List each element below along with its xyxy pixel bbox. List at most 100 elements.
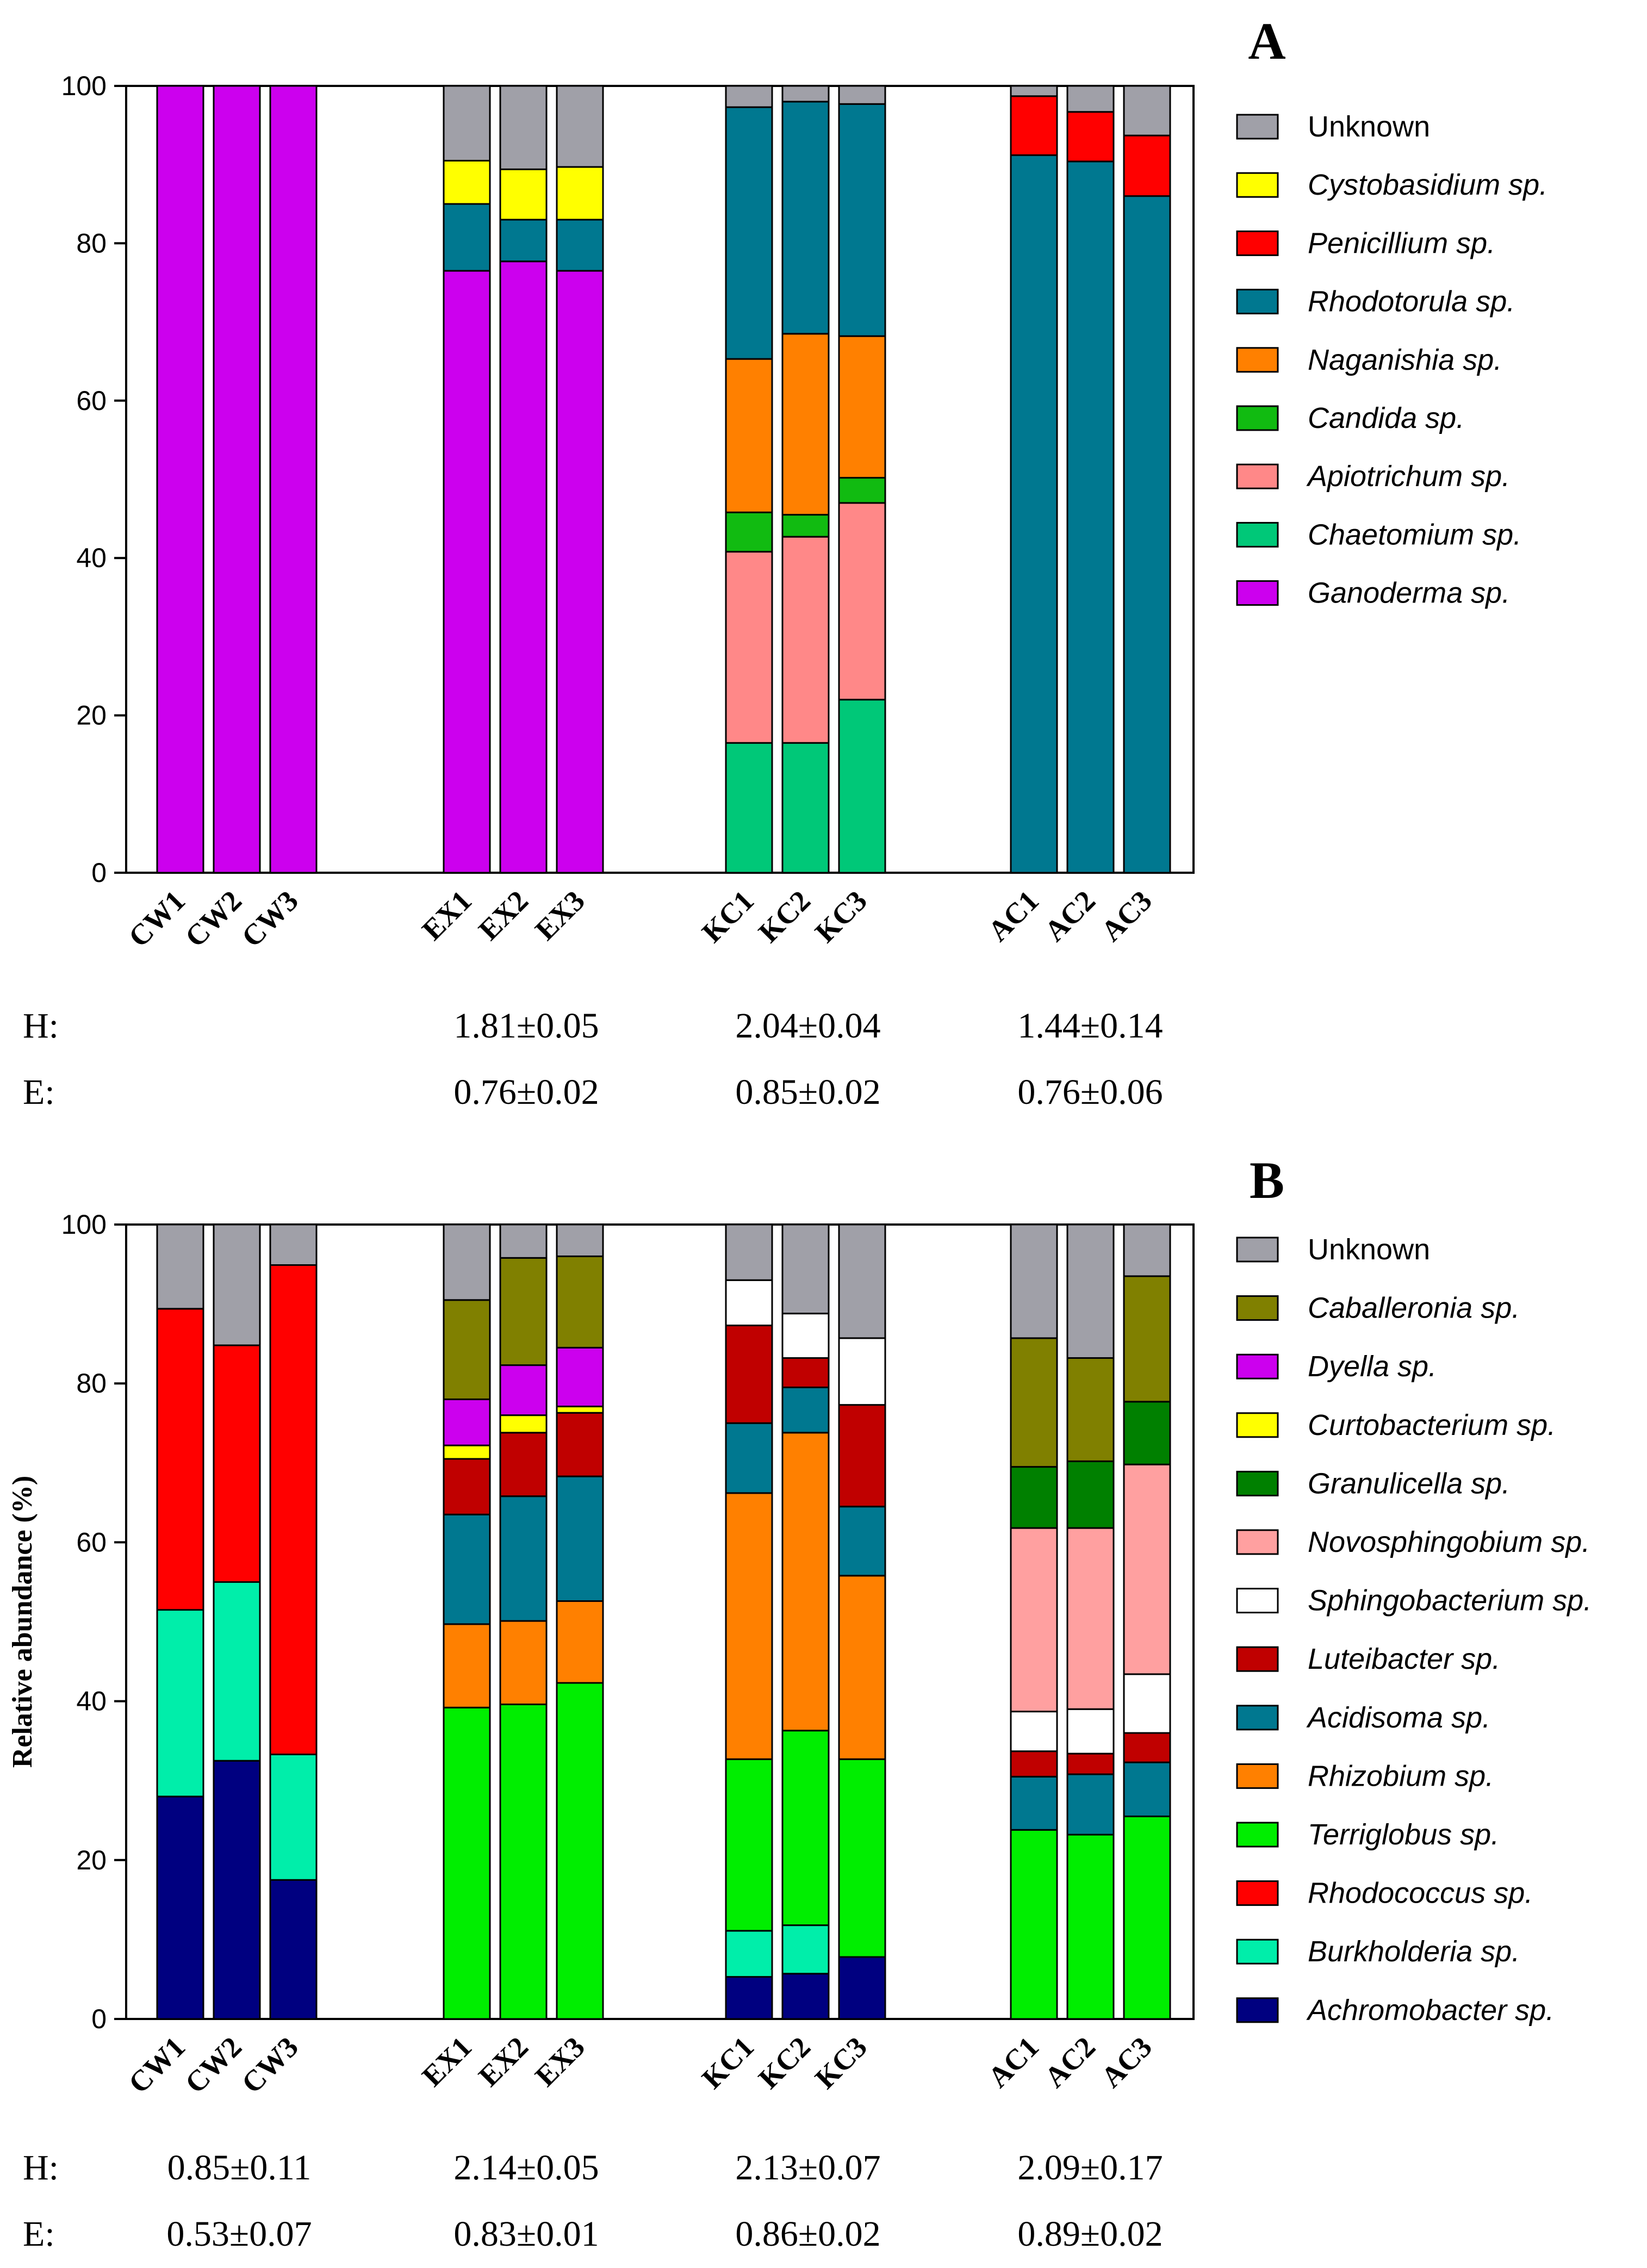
legend-label: Sphingobacterium sp. xyxy=(1308,1585,1592,1617)
legend-swatch xyxy=(1236,1588,1279,1614)
x-tick-label: EX2 xyxy=(472,2030,535,2093)
legend-swatch xyxy=(1236,230,1279,256)
stat-label-h: H: xyxy=(23,1006,59,1046)
bar-segment-ex2-curtobacterium-sp xyxy=(499,1414,548,1434)
bar-segment-ex1-ganoderma-sp xyxy=(443,270,491,874)
x-tick-label: AC3 xyxy=(1095,884,1158,948)
x-tick-label: EX3 xyxy=(529,884,591,947)
bar-segment-ex3-acidisoma-sp xyxy=(556,1475,604,1602)
bar-segment-ex3-terriglobus-sp xyxy=(556,1682,604,2020)
x-tick-label: KC2 xyxy=(752,2030,817,2095)
bar-segment-ac3-granulicella-sp xyxy=(1123,1401,1171,1465)
x-tick-label: KC1 xyxy=(695,884,760,949)
panel-label: B xyxy=(1250,1151,1284,1209)
bar-segment-kc1-rhizobium-sp xyxy=(725,1492,773,1760)
stat-label-e: E: xyxy=(23,2214,55,2254)
bar-segment-ac2-novosphingobium-sp xyxy=(1066,1527,1115,1710)
bar-segment-kc3-achromobacter-sp xyxy=(838,1956,886,2020)
panel-label: A xyxy=(1248,12,1285,70)
bar-segment-kc1-luteibacter-sp xyxy=(725,1325,773,1424)
bar-segment-cw2-ganoderma-sp xyxy=(213,85,261,874)
bar-segment-kc2-candida-sp xyxy=(781,514,830,538)
bar-segment-ac2-caballeronia-sp xyxy=(1066,1357,1115,1462)
bar-segment-ex1-acidisoma-sp xyxy=(443,1513,491,1625)
legend-label: Achromobacter sp. xyxy=(1306,1994,1554,2027)
bar-segment-ex3-dyella-sp xyxy=(556,1346,604,1408)
bar-segment-ex2-dyella-sp xyxy=(499,1364,548,1416)
bar-segment-kc3-unknown xyxy=(838,1223,886,1339)
bar-segment-kc1-apiotrichum-sp xyxy=(725,551,773,744)
bar-segment-ex2-rhodotorula-sp xyxy=(499,219,548,263)
plot-frame xyxy=(125,1223,1195,2020)
bar-segment-kc1-candida-sp xyxy=(725,511,773,553)
bar-segment-kc2-achromobacter-sp xyxy=(781,1973,830,2020)
x-tick-label: AC1 xyxy=(981,884,1045,948)
bar-segment-kc2-luteibacter-sp xyxy=(781,1357,830,1389)
y-axis-label: Relative abundance (%) xyxy=(7,1476,38,1768)
bar-segment-ex2-acidisoma-sp xyxy=(499,1495,548,1622)
stat-label-h: H: xyxy=(23,2148,59,2188)
bar-segment-ac2-sphingobacterium-sp xyxy=(1066,1708,1115,1755)
stat-value-e: 0.86±0.02 xyxy=(735,2214,880,2254)
bar-segment-kc1-unknown xyxy=(725,85,773,108)
bar-segment-ex2-ganoderma-sp xyxy=(499,260,548,874)
legend-label: Unknown xyxy=(1308,1233,1430,1266)
stat-value-h: 2.14±0.05 xyxy=(453,2148,599,2188)
legend-swatch xyxy=(1236,1822,1279,1848)
legend-swatch xyxy=(1236,1646,1279,1672)
bar-segment-ex1-rhodotorula-sp xyxy=(443,203,491,272)
bar-segment-ac1-sphingobacterium-sp xyxy=(1010,1711,1058,1753)
bar-segment-ex1-luteibacter-sp xyxy=(443,1458,491,1515)
bar-segment-ac2-rhodotorula-sp xyxy=(1066,160,1115,874)
bar-segment-ex3-curtobacterium-sp xyxy=(556,1406,604,1414)
bar-segment-cw3-ganoderma-sp xyxy=(269,85,318,874)
legend-label: Penicillium sp. xyxy=(1308,227,1495,259)
legend-label: Rhodotorula sp. xyxy=(1308,285,1515,318)
bar-segment-ac1-rhodotorula-sp xyxy=(1010,154,1058,874)
bar-segment-ac3-luteibacter-sp xyxy=(1123,1732,1171,1763)
bar-segment-kc1-sphingobacterium-sp xyxy=(725,1279,773,1327)
y-tick-label: 40 xyxy=(76,543,107,573)
y-tick-label: 60 xyxy=(76,1527,107,1557)
x-tick-label: CW2 xyxy=(179,2030,248,2099)
stat-value-h: 1.44±0.14 xyxy=(1017,1006,1163,1046)
bar-segment-ex1-unknown xyxy=(443,1223,491,1301)
x-tick-label: KC3 xyxy=(809,2030,873,2095)
bar-segment-ac1-novosphingobium-sp xyxy=(1010,1527,1058,1713)
bar-segment-kc3-sphingobacterium-sp xyxy=(838,1337,886,1406)
legend-label: Naganishia sp. xyxy=(1308,344,1502,376)
bar-segment-ac3-acidisoma-sp xyxy=(1123,1761,1171,1817)
legend-swatch xyxy=(1236,521,1279,548)
bar-segment-ex3-unknown xyxy=(556,1223,604,1257)
bar-segment-ac1-granulicella-sp xyxy=(1010,1466,1058,1529)
legend-swatch xyxy=(1236,289,1279,315)
legend-swatch xyxy=(1236,463,1279,489)
y-tick-label: 80 xyxy=(76,1368,107,1399)
bar-segment-kc2-naganishia-sp xyxy=(781,333,830,516)
stat-value-e: 0.76±0.02 xyxy=(453,1072,599,1112)
y-tick-label: 0 xyxy=(91,2004,107,2034)
x-tick-label: CW3 xyxy=(235,2030,304,2099)
bar-segment-cw2-unknown xyxy=(213,1223,261,1346)
bar-segment-ac1-terriglobus-sp xyxy=(1010,1829,1058,2020)
stat-value-h: 0.85±0.11 xyxy=(167,2148,312,2188)
bar-segment-kc2-sphingobacterium-sp xyxy=(781,1313,830,1359)
x-tick-label: AC3 xyxy=(1095,2030,1158,2094)
legend-label: Burkholderia sp. xyxy=(1308,1935,1520,1968)
bar-segment-ac1-acidisoma-sp xyxy=(1010,1775,1058,1831)
bar-segment-cw3-achromobacter-sp xyxy=(269,1879,318,2020)
bar-segment-kc1-terriglobus-sp xyxy=(725,1758,773,1932)
legend-label: Candida sp. xyxy=(1308,402,1464,434)
bar-segment-ex1-unknown xyxy=(443,85,491,161)
bar-segment-ac1-luteibacter-sp xyxy=(1010,1750,1058,1778)
legend-swatch xyxy=(1236,1236,1279,1263)
bar-segment-cw1-unknown xyxy=(156,1223,204,1310)
bar-segment-ac3-unknown xyxy=(1123,1223,1171,1277)
legend-label: Apiotrichum sp. xyxy=(1306,460,1510,493)
legend-label: Terriglobus sp. xyxy=(1308,1818,1499,1851)
bar-segment-kc3-acidisoma-sp xyxy=(838,1506,886,1577)
bar-segment-kc2-terriglobus-sp xyxy=(781,1730,830,1927)
bar-segment-ex1-cystobasidium-sp xyxy=(443,159,491,205)
bar-segment-ex2-cystobasidium-sp xyxy=(499,168,548,221)
